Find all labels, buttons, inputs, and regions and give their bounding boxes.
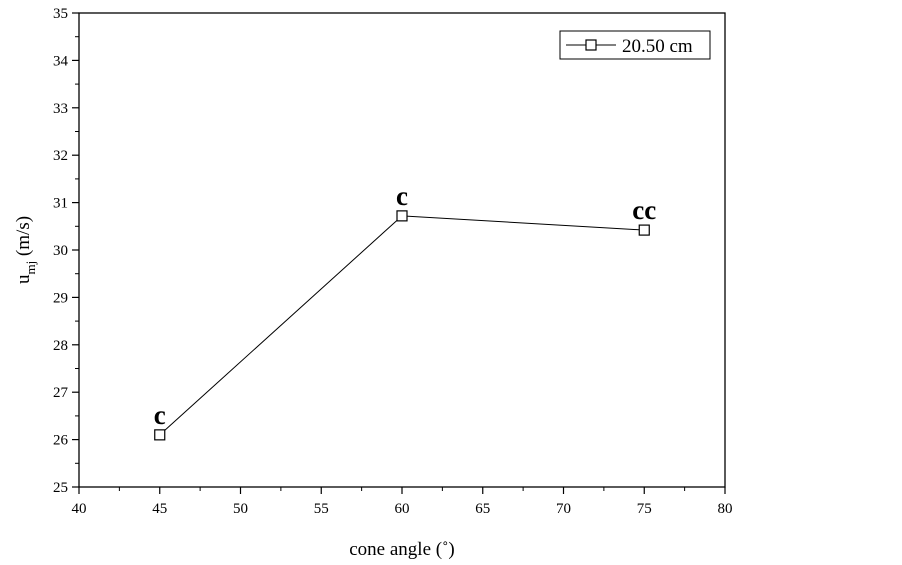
- annotations: cc cc: [154, 181, 656, 430]
- x-tick-label: 45: [152, 501, 167, 517]
- x-tick-label: 50: [233, 501, 248, 517]
- y-tick-label: 35: [53, 6, 68, 22]
- y-axis-title-main: u: [13, 274, 34, 284]
- data-point: [154, 429, 166, 441]
- plot-frame: [78, 12, 726, 488]
- x-tick-label: 55: [314, 501, 329, 517]
- x-tick-label: 70: [556, 501, 571, 517]
- point-annotation: cc: [632, 195, 656, 225]
- x-tick-label: 80: [718, 501, 733, 517]
- y-tick-label: 32: [53, 148, 68, 164]
- legend-marker-square: [585, 39, 597, 51]
- y-tick-label: 34: [53, 53, 69, 69]
- data-point: [396, 210, 408, 222]
- data-point: [638, 224, 650, 236]
- axes: 40 45 50 55 60 65 70 75 80 25 26 27 28 29 30 31 32 33 34 35: [53, 6, 733, 517]
- point-annotation: c: [396, 181, 408, 211]
- y-tick-label: 25: [53, 480, 68, 496]
- x-tick-label: 40: [72, 501, 87, 517]
- series-layer: [154, 210, 650, 441]
- x-tick-label: 65: [475, 501, 490, 517]
- y-axis-title-unit: (m/s): [13, 216, 34, 261]
- point-annotation: c: [154, 400, 166, 430]
- y-axis-title-subscript: mj: [23, 261, 38, 275]
- y-tick-label: 29: [53, 290, 68, 306]
- legend: 20.50 cm: [559, 30, 711, 60]
- y-tick-label: 33: [53, 101, 68, 117]
- series-line: [159, 215, 645, 436]
- y-tick-label: 28: [53, 338, 68, 354]
- x-tick-label: 75: [637, 501, 652, 517]
- x-axis-title: cone angle (˚): [349, 539, 455, 560]
- svg-text:umj (m/s): umj (m/s): [13, 216, 38, 284]
- y-tick-label: 30: [53, 243, 68, 259]
- y-tick-label: 26: [53, 433, 69, 449]
- x-tick-label: 60: [395, 501, 410, 517]
- y-tick-label: 31: [53, 196, 68, 212]
- y-axis-title: umj (m/s): [13, 216, 38, 284]
- y-tick-label: 27: [53, 385, 69, 401]
- legend-entry-label: 20.50 cm: [622, 36, 693, 57]
